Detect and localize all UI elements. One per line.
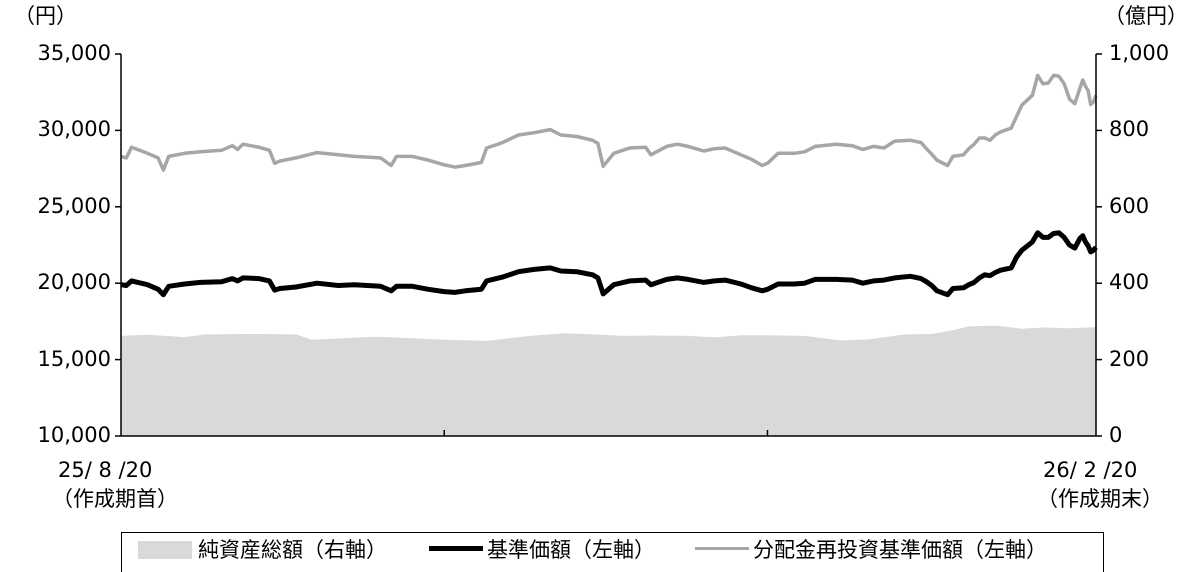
legend-item-net-assets: 純資産総額（右軸） [138,540,387,561]
legend-label-nav: 基準価額（左軸） [487,538,655,562]
right-tick-label: 800 [1109,117,1150,142]
legend-label-net-assets: 純資産総額（右軸） [198,538,387,562]
series-area-net-assets [121,325,1096,436]
chart-legend: 純資産総額（右軸） 基準価額（左軸） 分配金再投資基準価額（左軸） [121,532,1104,572]
left-tick-label: 20,000 [37,270,111,295]
legend-swatch-nav [429,546,483,551]
legend-swatch-net-assets [138,541,192,559]
left-axis-unit-label: （円） [14,4,77,28]
legend-item-nav: 基準価額（左軸） [429,540,655,561]
left-tick-label: 35,000 [37,41,111,65]
x-start-note-label: （作成期首） [52,487,178,511]
right-tick-label: 600 [1109,193,1150,218]
right-tick-label: 400 [1109,270,1150,295]
x-end-date-label: 26/ 2 /20 [1043,458,1138,482]
legend-label-reinvested-nav: 分配金再投資基準価額（左軸） [753,538,1047,562]
left-tick-label: 10,000 [37,423,111,447]
legend-item-reinvested-nav: 分配金再投資基準価額（左軸） [695,540,1047,561]
x-end-note-label: （作成期末） [1037,487,1163,511]
right-tick-label: 200 [1109,346,1150,371]
x-start-date-label: 25/ 8 /20 [58,458,153,482]
right-axis-unit-label: （億円） [1104,4,1188,28]
left-tick-label: 25,000 [37,193,111,218]
right-tick-label: 1,000 [1109,41,1170,65]
series-line-reinvested-nav [120,73,1098,172]
series-line-nav [120,230,1098,298]
right-tick-label: 0 [1109,423,1123,447]
legend-swatch-reinvested-nav [695,547,749,550]
left-tick-label: 15,000 [37,346,111,371]
left-tick-label: 30,000 [37,117,111,142]
